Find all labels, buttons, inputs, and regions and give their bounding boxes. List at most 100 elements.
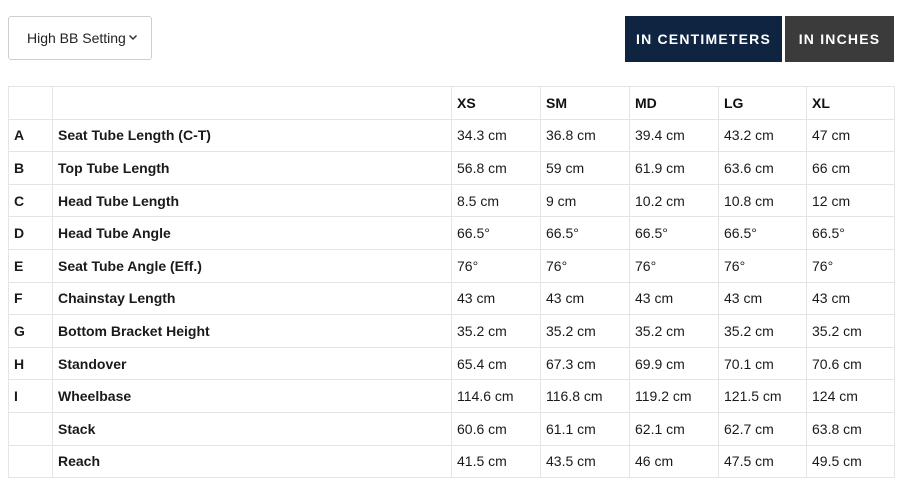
table-cell: 39.4 cm bbox=[629, 118, 719, 153]
row-letter: H bbox=[8, 346, 53, 381]
table-cell: 9 cm bbox=[540, 183, 630, 218]
table-cell: 66.5° bbox=[718, 216, 807, 250]
table-row: A Seat Tube Length (C-T) 34.3 cm 36.8 cm 39.… bbox=[8, 118, 895, 153]
bb-setting-select-value: High BB Setting bbox=[27, 30, 126, 46]
row-label: Reach bbox=[52, 444, 452, 479]
table-row: E Seat Tube Angle (Eff.) 76° 76° 76° 76° 76° bbox=[8, 248, 895, 283]
table-cell: 66.5° bbox=[806, 216, 895, 250]
table-cell: 43.5 cm bbox=[540, 444, 630, 479]
table-cell: 70.1 cm bbox=[718, 346, 807, 381]
table-cell: 47 cm bbox=[806, 118, 895, 153]
table-cell: 43 cm bbox=[806, 281, 895, 316]
table-cell: 124 cm bbox=[806, 379, 895, 413]
table-cell: 10.8 cm bbox=[718, 183, 807, 218]
table-cell: 10.2 cm bbox=[629, 183, 719, 218]
table-cell: 69.9 cm bbox=[629, 346, 719, 381]
table-cell: 35.2 cm bbox=[806, 314, 895, 348]
table-cell: 63.8 cm bbox=[806, 411, 895, 446]
table-cell: 119.2 cm bbox=[629, 379, 719, 413]
table-cell: 76° bbox=[540, 248, 630, 283]
table-cell: 56.8 cm bbox=[451, 151, 541, 185]
table-cell: 62.1 cm bbox=[629, 411, 719, 446]
table-cell: 121.5 cm bbox=[718, 379, 807, 413]
bb-setting-select[interactable]: High BB Setting bbox=[8, 16, 152, 60]
table-cell: 67.3 cm bbox=[540, 346, 630, 381]
table-cell: 35.2 cm bbox=[451, 314, 541, 348]
table-cell: 76° bbox=[806, 248, 895, 283]
row-label: Head Tube Length bbox=[52, 183, 452, 218]
table-cell: 43 cm bbox=[718, 281, 807, 316]
header-size: MD bbox=[629, 86, 719, 120]
header-size: XL bbox=[806, 86, 895, 120]
table-cell: 36.8 cm bbox=[540, 118, 630, 153]
table-cell: 66.5° bbox=[540, 216, 630, 250]
row-label: Wheelbase bbox=[52, 379, 452, 413]
row-label: Stack bbox=[52, 411, 452, 446]
table-cell: 12 cm bbox=[806, 183, 895, 218]
table-cell: 43 cm bbox=[540, 281, 630, 316]
header-blank bbox=[8, 86, 53, 120]
table-cell: 76° bbox=[451, 248, 541, 283]
table-cell: 66.5° bbox=[629, 216, 719, 250]
table-cell: 70.6 cm bbox=[806, 346, 895, 381]
row-label: Seat Tube Angle (Eff.) bbox=[52, 248, 452, 283]
table-cell: 8.5 cm bbox=[451, 183, 541, 218]
table-cell: 62.7 cm bbox=[718, 411, 807, 446]
table-cell: 43 cm bbox=[451, 281, 541, 316]
table-cell: 60.6 cm bbox=[451, 411, 541, 446]
table-cell: 61.9 cm bbox=[629, 151, 719, 185]
centimeters-button[interactable]: IN CENTIMETERS bbox=[625, 16, 782, 62]
row-letter bbox=[8, 411, 53, 446]
table-cell: 47.5 cm bbox=[718, 444, 807, 479]
table-row: F Chainstay Length 43 cm 43 cm 43 cm 43 cm 43 … bbox=[8, 281, 895, 316]
table-row: I Wheelbase 114.6 cm 116.8 cm 119.2 cm 121.5 … bbox=[8, 379, 895, 413]
table-cell: 76° bbox=[718, 248, 807, 283]
row-letter: E bbox=[8, 248, 53, 283]
row-label: Standover bbox=[52, 346, 452, 381]
row-letter: F bbox=[8, 281, 53, 316]
row-label: Top Tube Length bbox=[52, 151, 452, 185]
header-size: LG bbox=[718, 86, 807, 120]
table-row: Stack 60.6 cm 61.1 cm 62.1 cm 62.7 cm 63.8 cm bbox=[8, 411, 895, 446]
table-cell: 34.3 cm bbox=[451, 118, 541, 153]
chevron-down-icon bbox=[128, 34, 138, 41]
row-letter: A bbox=[8, 118, 53, 153]
table-cell: 59 cm bbox=[540, 151, 630, 185]
table-cell: 35.2 cm bbox=[629, 314, 719, 348]
header-blank bbox=[52, 86, 452, 120]
table-cell: 43.2 cm bbox=[718, 118, 807, 153]
row-letter: G bbox=[8, 314, 53, 348]
table-cell: 114.6 cm bbox=[451, 379, 541, 413]
table-cell: 41.5 cm bbox=[451, 444, 541, 479]
inches-button[interactable]: IN INCHES bbox=[785, 16, 894, 62]
row-label: Chainstay Length bbox=[52, 281, 452, 316]
table-cell: 116.8 cm bbox=[540, 379, 630, 413]
table-row: Reach 41.5 cm 43.5 cm 46 cm 47.5 cm 49.5 cm bbox=[8, 444, 895, 479]
table-cell: 43 cm bbox=[629, 281, 719, 316]
table-cell: 76° bbox=[629, 248, 719, 283]
table-cell: 35.2 cm bbox=[718, 314, 807, 348]
table-cell: 66.5° bbox=[451, 216, 541, 250]
header-size: SM bbox=[540, 86, 630, 120]
table-cell: 63.6 cm bbox=[718, 151, 807, 185]
table-cell: 66 cm bbox=[806, 151, 895, 185]
row-letter: B bbox=[8, 151, 53, 185]
table-header-row: XS SM MD LG XL bbox=[8, 86, 895, 120]
table-row: C Head Tube Length 8.5 cm 9 cm 10.2 cm 10.8 c… bbox=[8, 183, 895, 218]
row-letter: D bbox=[8, 216, 53, 250]
table-cell: 49.5 cm bbox=[806, 444, 895, 479]
table-row: H Standover 65.4 cm 67.3 cm 69.9 cm 70.1 cm 70… bbox=[8, 346, 895, 381]
row-letter bbox=[8, 444, 53, 479]
table-row: B Top Tube Length 56.8 cm 59 cm 61.9 cm 63.6 … bbox=[8, 151, 895, 185]
header-size: XS bbox=[451, 86, 541, 120]
row-letter: C bbox=[8, 183, 53, 218]
table-cell: 35.2 cm bbox=[540, 314, 630, 348]
row-letter: I bbox=[8, 379, 53, 413]
table-cell: 46 cm bbox=[629, 444, 719, 479]
row-label: Seat Tube Length (C-T) bbox=[52, 118, 452, 153]
table-row: D Head Tube Angle 66.5° 66.5° 66.5° 66.5° 66.5… bbox=[8, 216, 895, 250]
table-cell: 65.4 cm bbox=[451, 346, 541, 381]
geometry-table: XS SM MD LG XL A Seat Tube Length (C-T) 34.3 c… bbox=[8, 86, 895, 479]
row-label: Head Tube Angle bbox=[52, 216, 452, 250]
table-row: G Bottom Bracket Height 35.2 cm 35.2 cm 35.2… bbox=[8, 314, 895, 348]
